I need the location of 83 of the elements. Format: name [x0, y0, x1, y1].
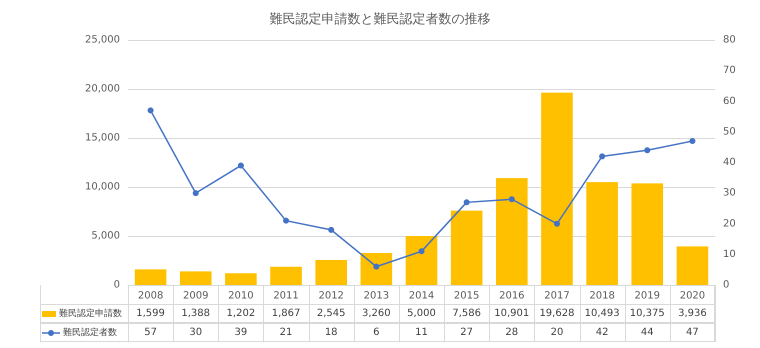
point — [373, 264, 380, 270]
point — [464, 199, 470, 206]
bar — [134, 269, 166, 285]
bar — [225, 273, 257, 285]
data-label: 19,628 — [538, 307, 576, 321]
bar — [450, 210, 482, 285]
data-label: 47 — [685, 326, 700, 340]
bar — [496, 178, 528, 285]
y2-tick-label: 60 — [723, 96, 736, 107]
data-label: 20 — [550, 326, 564, 340]
data-label: 30 — [188, 326, 204, 340]
point — [508, 196, 515, 202]
point — [328, 226, 334, 233]
data-label: 3,936 — [677, 307, 708, 321]
legend-label: 難民認定申請数 — [59, 308, 122, 320]
point — [148, 107, 154, 114]
data-label: 10,493 — [584, 307, 621, 321]
data-label: 7,586 — [451, 307, 482, 321]
x-tick-label: 2019 — [634, 290, 660, 302]
y2-tick-label: 30 — [723, 188, 736, 199]
data-label: 1,867 — [270, 307, 302, 321]
y-tick-label: 25,000 — [85, 34, 120, 46]
data-label: 1,388 — [180, 307, 212, 321]
y2-tick-label: 0 — [723, 280, 730, 290]
y2-tick-label: 70 — [723, 65, 736, 76]
x-tick-label: 2017 — [544, 290, 570, 302]
point — [192, 190, 199, 196]
y2-tick-label: 20 — [723, 218, 736, 230]
point — [418, 248, 424, 254]
data-label: 28 — [504, 326, 520, 340]
point — [689, 138, 696, 144]
y2-tick-label: 40 — [723, 157, 736, 168]
data-label: 10,375 — [628, 307, 666, 321]
bar — [541, 92, 573, 285]
x-tick-label: 2013 — [364, 290, 390, 302]
bar — [586, 182, 618, 285]
x-tick-label: 2016 — [499, 290, 525, 302]
data-label: 44 — [640, 326, 655, 340]
data-label: 6 — [372, 326, 381, 340]
point — [644, 147, 650, 154]
bar — [315, 260, 347, 285]
data-label: 42 — [594, 326, 610, 340]
data-label: 21 — [278, 326, 294, 340]
x-tick-label: 2009 — [183, 290, 208, 302]
data-label: 39 — [234, 326, 248, 340]
legend-label: 難民認定者数 — [63, 326, 117, 339]
y-tick-label: 10,000 — [85, 182, 120, 192]
data-label: 57 — [143, 326, 158, 340]
y-tick-label: 20,000 — [85, 84, 120, 94]
x-tick-label: 2008 — [138, 290, 164, 302]
data-label: 11 — [414, 326, 429, 340]
chart-title: 難民認定申請数と難民認定者数の推移 — [270, 12, 490, 27]
bar — [180, 271, 212, 285]
bar — [270, 266, 302, 285]
y-tick-label: 0 — [114, 280, 120, 290]
y-tick-label: 15,000 — [85, 132, 120, 144]
x-tick-label: 2015 — [454, 290, 480, 302]
point — [283, 218, 290, 224]
data-label: 2,545 — [316, 307, 346, 321]
data-label: 18 — [324, 326, 339, 340]
x-tick-label: 2012 — [318, 290, 344, 302]
point — [599, 153, 606, 160]
x-tick-label: 2011 — [273, 290, 299, 302]
x-tick-label: 2020 — [680, 290, 706, 302]
point — [238, 162, 244, 169]
bar — [360, 253, 392, 285]
y2-tick-label: 10 — [723, 248, 736, 260]
bar — [406, 236, 438, 285]
x-tick-label: 2018 — [589, 290, 615, 302]
data-label: 1,202 — [226, 307, 256, 321]
data-label: 1,599 — [135, 307, 166, 321]
data-label: 3,260 — [361, 307, 392, 321]
point — [554, 220, 560, 227]
data-label: 27 — [459, 326, 474, 340]
y2-tick-label: 80 — [723, 34, 736, 46]
data-label: 5,000 — [406, 307, 437, 321]
bar — [676, 246, 708, 285]
x-tick-label: 2010 — [228, 290, 254, 302]
x-tick-label: 2014 — [408, 290, 434, 302]
bar — [631, 183, 664, 285]
y2-tick-label: 50 — [723, 126, 736, 138]
y-tick-label: 5,000 — [91, 230, 120, 242]
data-label: 10,901 — [493, 307, 530, 321]
